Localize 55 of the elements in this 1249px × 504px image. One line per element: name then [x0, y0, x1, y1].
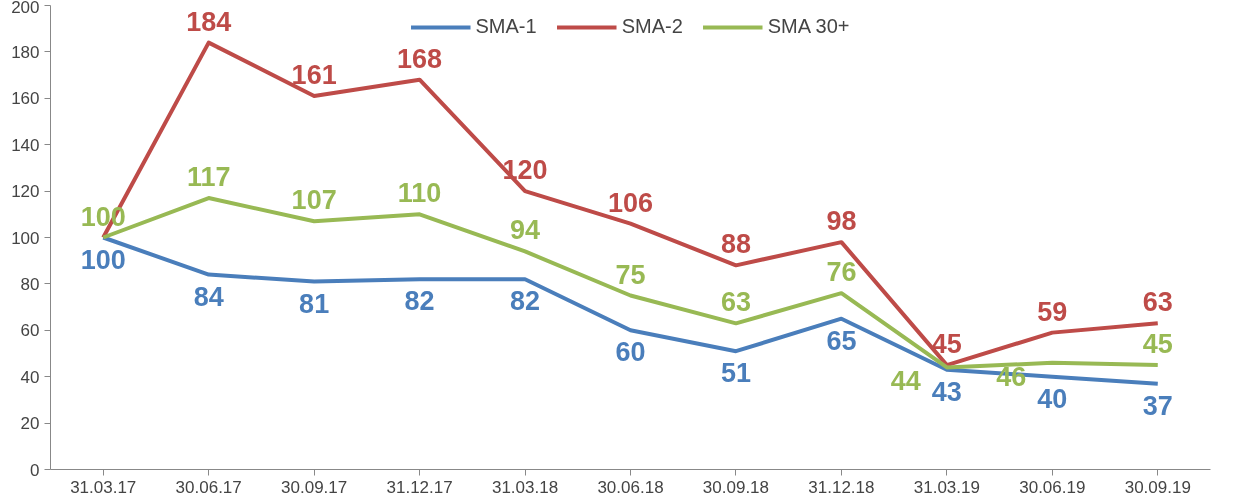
x-tick-label: 30.09.18: [702, 477, 770, 497]
x-tick-label: 31.03.17: [70, 477, 137, 497]
data-label: 117: [186, 162, 231, 193]
data-label: 81: [299, 288, 330, 319]
legend-label: SMA 30+: [767, 15, 850, 38]
data-label: 88: [720, 229, 751, 260]
x-tick-label: 31.03.18: [491, 477, 559, 497]
y-tick-label: 200: [11, 0, 40, 17]
x-tick-label: 31.12.18: [808, 477, 875, 497]
y-tick-label: 100: [11, 228, 40, 248]
data-label: 59: [1037, 296, 1068, 327]
x-tick-label: 30.06.18: [597, 477, 664, 497]
y-tick-label: 60: [20, 321, 40, 341]
y-tick-label: 40: [20, 367, 40, 387]
data-label: 45: [931, 329, 962, 360]
data-label: 65: [826, 325, 857, 356]
y-tick-label: 140: [11, 135, 40, 155]
y-tick-label: 20: [20, 414, 40, 434]
y-tick-label: 160: [11, 89, 40, 109]
data-label: 107: [291, 185, 337, 216]
data-label: 100: [80, 244, 126, 275]
data-label: 43: [931, 376, 962, 407]
data-label: 84: [193, 281, 224, 312]
data-label: 110: [397, 178, 442, 209]
data-label: 51: [720, 358, 751, 389]
data-label: 106: [607, 187, 654, 218]
data-label: 40: [1037, 383, 1068, 414]
data-label: 98: [826, 206, 857, 237]
x-tick-label: 30.09.19: [1124, 477, 1191, 497]
data-label: 75: [615, 259, 646, 290]
x-tick-label: 30.06.17: [175, 477, 242, 497]
data-label: 63: [720, 287, 751, 318]
data-label: 184: [186, 6, 232, 37]
legend-label: SMA-1: [475, 15, 537, 38]
y-tick-label: 0: [30, 460, 40, 480]
x-tick-label: 31.03.19: [913, 477, 980, 497]
y-tick-label: 80: [20, 274, 40, 294]
data-label: 37: [1142, 390, 1173, 421]
legend-label: SMA-2: [621, 15, 683, 38]
data-label: 120: [502, 155, 548, 186]
data-label: 45: [1142, 329, 1173, 360]
data-label: 76: [826, 257, 857, 288]
y-tick-label: 180: [11, 42, 40, 62]
x-tick-label: 30.09.17: [281, 477, 348, 497]
data-label: 60: [615, 337, 646, 368]
x-tick-label: 31.12.17: [386, 477, 453, 497]
data-label: 168: [397, 43, 443, 74]
x-tick-label: 30.06.19: [1019, 477, 1086, 497]
data-label: 63: [1142, 287, 1173, 318]
data-label: 161: [291, 59, 337, 90]
y-tick-label: 120: [11, 182, 40, 202]
data-label: 94: [510, 215, 541, 246]
data-label: 82: [404, 286, 435, 317]
data-label: 44: [890, 366, 921, 397]
data-label: 82: [510, 286, 541, 317]
